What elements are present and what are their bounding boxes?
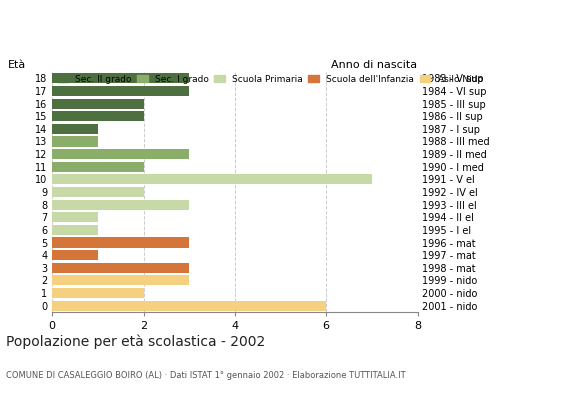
Bar — [52, 187, 143, 197]
Bar — [52, 136, 98, 146]
Bar — [52, 124, 98, 134]
Bar — [52, 212, 98, 222]
Bar — [52, 263, 189, 273]
Bar — [52, 288, 143, 298]
Bar — [52, 301, 326, 311]
Text: COMUNE DI CASALEGGIO BOIRO (AL) · Dati ISTAT 1° gennaio 2002 · Elaborazione TUTT: COMUNE DI CASALEGGIO BOIRO (AL) · Dati I… — [6, 371, 405, 380]
Bar — [52, 200, 189, 210]
Bar — [52, 86, 189, 96]
Bar — [52, 275, 189, 286]
Bar — [52, 149, 189, 159]
Bar — [52, 238, 189, 248]
Bar — [52, 98, 143, 109]
Bar — [52, 73, 189, 83]
Bar — [52, 111, 143, 121]
Legend: Sec. II grado, Sec. I grado, Scuola Primaria, Scuola dell'Infanzia, Asilo Nido: Sec. II grado, Sec. I grado, Scuola Prim… — [57, 74, 483, 84]
Text: Popolazione per età scolastica - 2002: Popolazione per età scolastica - 2002 — [6, 334, 265, 349]
Text: Anno di nascita: Anno di nascita — [332, 60, 418, 70]
Bar — [52, 162, 143, 172]
Text: Età: Età — [8, 60, 27, 70]
Bar — [52, 174, 372, 184]
Bar — [52, 225, 98, 235]
Bar — [52, 250, 98, 260]
